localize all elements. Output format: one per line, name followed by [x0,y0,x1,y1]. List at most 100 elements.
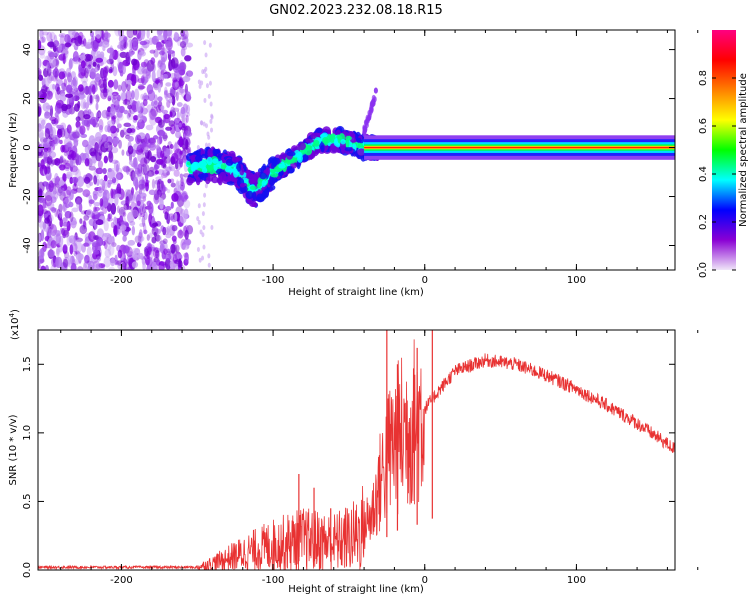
noise-speck [38,68,42,77]
noise-speck [183,199,191,209]
noise-speck [115,106,124,118]
noise-speck [144,171,149,181]
noise-speck [202,202,206,208]
noise-speck [77,266,84,270]
signal-speck [236,163,242,172]
signal-speck [220,163,227,170]
noise-speck [119,70,124,77]
noise-speck [170,182,176,188]
noise-speck [56,184,62,196]
signal-speck [365,114,370,121]
noise-speck [129,171,133,177]
signal-speck [305,138,314,143]
noise-speck [140,75,145,84]
snr-frame [37,329,676,571]
noise-speck [126,30,135,39]
noise-speck [131,261,139,268]
noise-speck [69,87,76,95]
noise-speck [210,113,214,119]
noise-speck [85,65,91,73]
noise-speck [173,31,179,41]
x-tick-label: 0 [422,275,428,286]
signal-speck [212,158,219,164]
noise-speck [93,249,100,255]
noise-speck [182,37,189,45]
noise-speck [44,166,48,175]
noise-speck [137,252,144,260]
noise-speck [58,42,62,54]
noise-speck [88,119,95,125]
colorbar-gradient [712,30,736,270]
noise-speck [38,197,47,204]
noise-speck [166,93,174,99]
noise-speck [106,47,115,54]
noise-speck [118,139,122,149]
noise-speck [165,233,172,239]
noise-speck [177,253,183,261]
snr-axes: -200 -100 0 100 0.0 0.5 1.0 1.5 [22,330,699,586]
noise-speck [177,86,184,95]
noise-speck [207,93,211,99]
noise-speck [145,182,149,187]
noise-speck [134,235,142,244]
noise-speck [40,119,46,126]
noise-speck [107,179,113,185]
noise-speck [71,165,79,176]
noise-speck [184,252,189,264]
noise-speck [44,128,50,139]
spectrogram-image [38,30,675,270]
noise-speck [209,118,213,124]
noise-speck [64,33,71,44]
signal-speck [304,145,313,156]
noise-speck [65,104,72,110]
noise-speck [92,61,97,67]
noise-speck [112,94,118,100]
noise-speck [163,248,168,255]
noise-speck [131,225,136,236]
noise-speck [111,177,117,184]
noise-speck [48,180,54,193]
noise-speck [200,80,204,86]
noise-speck [173,169,180,177]
noise-speck [162,166,170,175]
noise-speck [38,262,41,269]
signal-speck [270,172,279,178]
noise-speck [182,122,186,129]
noise-speck [107,79,114,88]
noise-speck [207,262,211,268]
noise-speck [95,57,104,63]
noise-speck [186,146,192,156]
y-tick-label: 0.5 [22,493,33,509]
noise-speck [49,214,54,222]
noise-speck [67,141,73,148]
noise-speck [138,179,146,191]
signal-speck [212,148,217,156]
noise-speck [133,114,139,121]
noise-speck [87,161,96,169]
noise-speck [179,35,187,40]
noise-speck [78,64,82,73]
signal-speck [211,176,219,184]
signal-speck [356,137,362,143]
noise-speck [93,175,98,185]
noise-speck [159,186,168,192]
noise-speck [79,125,86,135]
noise-speck [166,189,171,194]
noise-speck [174,212,178,223]
noise-speck [117,249,123,259]
noise-speck [47,41,55,48]
noise-speck [125,52,129,64]
noise-speck [93,201,101,207]
noise-speck [169,72,177,79]
noise-speck [60,127,66,138]
noise-speck [64,210,72,219]
noise-speck [151,222,159,227]
noise-speck [63,162,71,170]
noise-speck [158,260,165,270]
spectrogram-ylabel: Frequency (Hz) [8,112,19,188]
noise-speck [99,178,104,186]
signal-speck [363,127,368,134]
noise-speck [210,224,214,230]
noise-speck [125,196,130,207]
x-tick-label: -200 [110,275,133,286]
